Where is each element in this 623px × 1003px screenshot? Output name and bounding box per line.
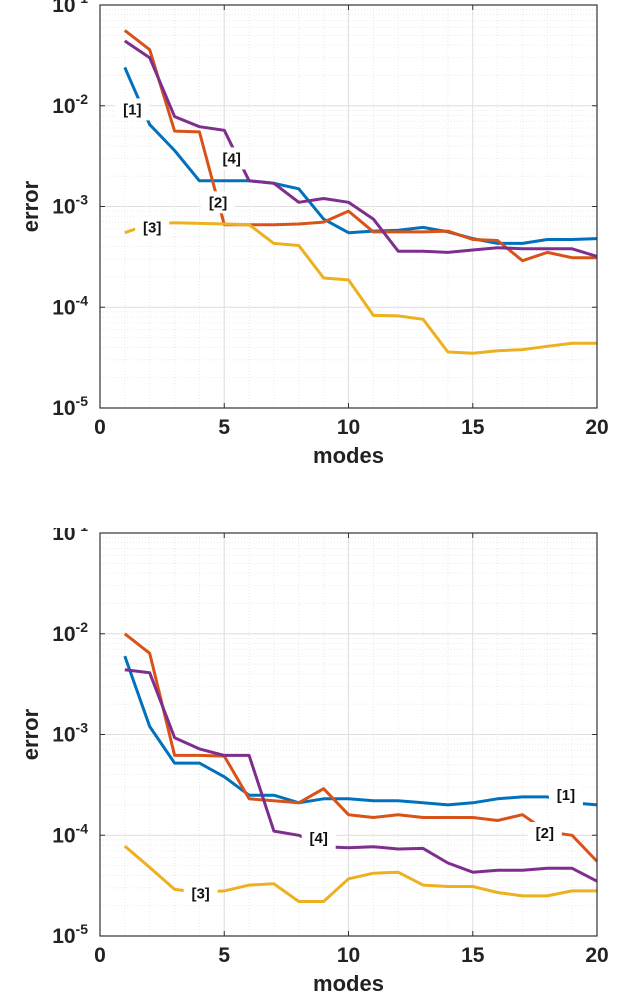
bottom-x-tick-label: 0 — [94, 944, 106, 967]
top-annotation-label: [3] — [143, 219, 161, 236]
bottom-x-tick-label: 5 — [218, 944, 230, 967]
bottom-annotation-label: [1] — [557, 787, 575, 804]
bottom-y-tick-label: 10-1 — [52, 528, 88, 545]
bottom-x-axis-label: modes — [313, 971, 384, 996]
top-y-tick-label: 10-2 — [52, 91, 88, 118]
top-annotation-box — [135, 216, 170, 239]
top-x-tick-label: 10 — [337, 416, 360, 439]
top-x-tick-label: 0 — [94, 416, 106, 439]
top-annotation-box — [115, 98, 150, 121]
top-y-tick-label: 10-4 — [52, 292, 88, 319]
top-y-axis-label: error — [18, 180, 43, 232]
top-x-tick-label: 5 — [218, 416, 230, 439]
top-y-tick-label: 10-5 — [52, 393, 88, 420]
bottom-annotation-label: [2] — [536, 825, 554, 842]
chart-bottom: [1] [2] [4] [3] 10-5 10-4 10-3 10-2 10-1 0 5 10 15 20… — [18, 528, 609, 996]
bottom-annotation-box — [301, 826, 336, 849]
bottom-y-tick-label: 10-2 — [52, 619, 88, 646]
bottom-series-line-4 — [124, 668, 598, 883]
chart-top: [1] [4] [2] [3] 10-5 10-4 10-3 10-2 10-1 0 5 10 15 20… — [18, 0, 609, 468]
bottom-series-line-2 — [123, 632, 599, 863]
bottom-y-tick-label: 10-3 — [52, 720, 88, 747]
bottom-annotation-box — [183, 882, 218, 905]
top-x-axis-label: modes — [313, 443, 384, 468]
top-x-tick-label: 15 — [461, 416, 485, 439]
bottom-annotation-label: [4] — [310, 830, 328, 847]
bottom-y-tick-label: 10-5 — [52, 921, 88, 948]
bottom-x-tick-label: 10 — [337, 944, 360, 967]
top-annotation-label: [1] — [123, 101, 141, 118]
bottom-series-line-1 — [123, 655, 598, 807]
top-annotation-box — [214, 147, 249, 170]
top-annotation-label: [2] — [209, 194, 227, 211]
top-annotation-box — [201, 191, 236, 214]
top-annotation-label: [4] — [223, 150, 241, 167]
bottom-annotation-box — [527, 822, 562, 845]
bottom-x-tick-label: 20 — [585, 944, 608, 967]
top-y-tick-label: 10-1 — [52, 0, 88, 17]
bottom-y-tick-label: 10-4 — [52, 820, 88, 847]
top-y-tick-label: 10-3 — [52, 192, 88, 219]
top-series-line-4 — [123, 39, 598, 258]
bottom-annotation-label: [3] — [191, 885, 209, 902]
top-series-line-3 — [124, 221, 597, 355]
bottom-x-tick-label: 15 — [461, 944, 485, 967]
top-series-line-1 — [123, 66, 598, 245]
bottom-y-axis-label: error — [18, 708, 43, 760]
top-series-line-2 — [123, 29, 597, 263]
top-x-tick-label: 20 — [585, 416, 608, 439]
bottom-annotation-box — [548, 784, 583, 807]
